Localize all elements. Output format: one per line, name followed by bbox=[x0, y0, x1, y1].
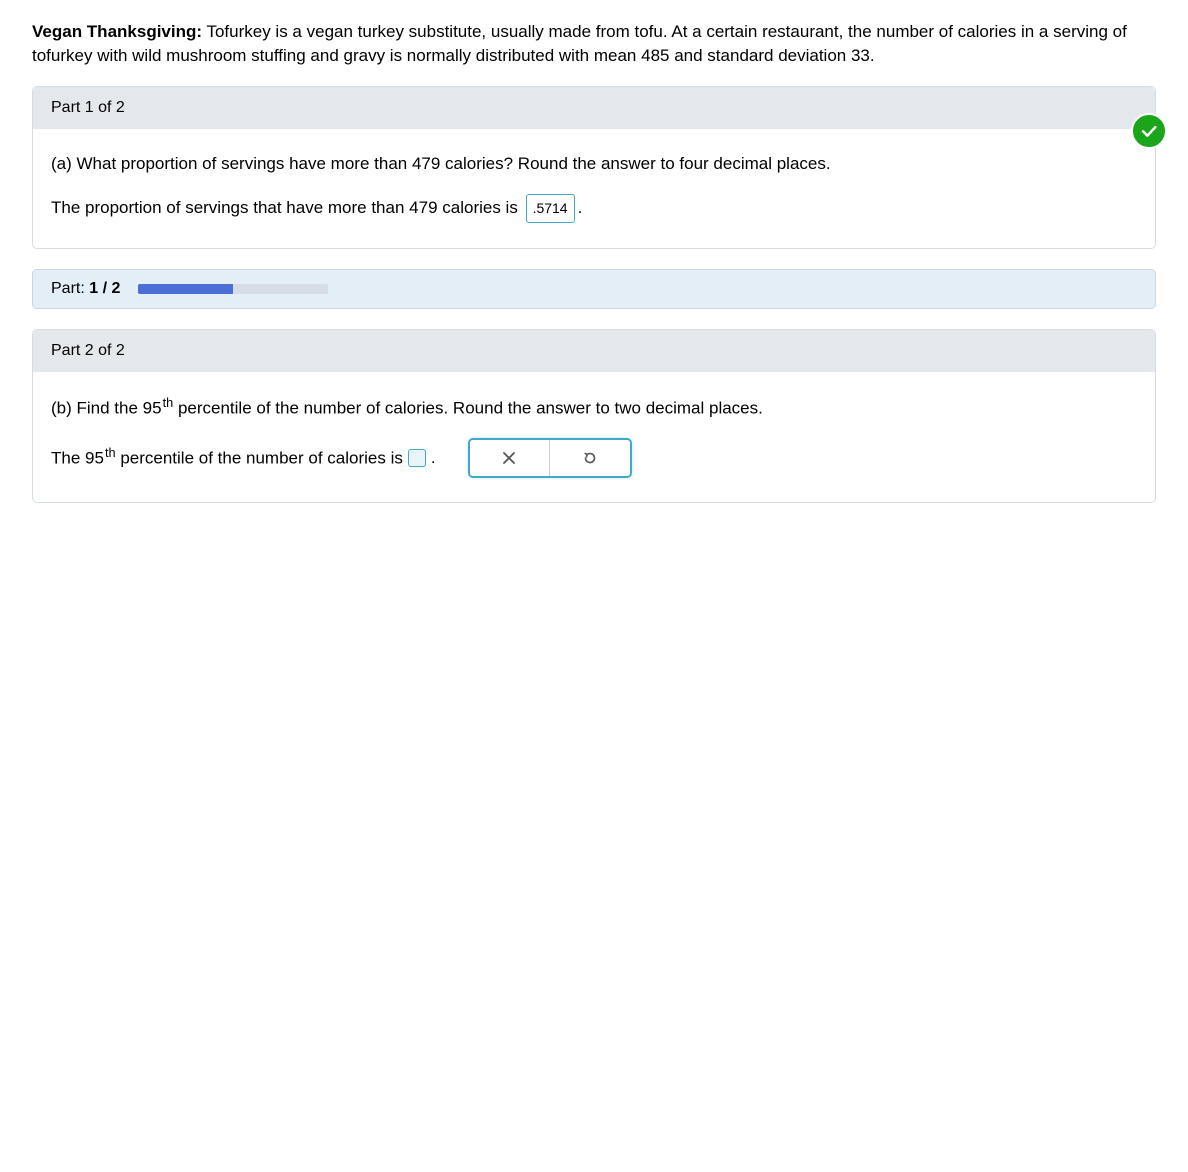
part2-header: Part 2 of 2 bbox=[33, 330, 1155, 372]
progress-label-value: 1 / 2 bbox=[89, 280, 120, 297]
part2-question: (b) Find the 95th percentile of the numb… bbox=[51, 392, 1137, 424]
part1-a-cal: 479 bbox=[409, 198, 437, 217]
undo-icon bbox=[582, 450, 598, 466]
problem-intro: Vegan Thanksgiving: Tofurkey is a vegan … bbox=[32, 20, 1156, 68]
progress-card: Part: 1 / 2 bbox=[32, 269, 1156, 309]
close-icon bbox=[502, 451, 516, 465]
part1-answer-input[interactable]: .5714 bbox=[526, 194, 575, 223]
reset-button[interactable] bbox=[550, 440, 630, 476]
intro-period: . bbox=[870, 46, 875, 65]
part2-a-sup: th bbox=[105, 445, 116, 460]
part1-q-suffix: calories? Round the answer to four decim… bbox=[440, 154, 830, 173]
part1-body: (a) What proportion of servings have mor… bbox=[33, 129, 1155, 248]
part1-card: Part 1 of 2 (a) What proportion of servi… bbox=[32, 86, 1156, 249]
part2-a-mid: percentile of the number of calories is bbox=[116, 449, 403, 468]
intro-text-2: and standard deviation bbox=[670, 46, 851, 65]
part1-answer-line: The proportion of servings that have mor… bbox=[51, 193, 1137, 224]
progress-label-prefix: Part: bbox=[51, 280, 89, 297]
part1-a-period: . bbox=[578, 198, 583, 217]
part2-answer-input[interactable] bbox=[408, 449, 426, 467]
intro-sd: 33 bbox=[851, 46, 870, 65]
progress-track bbox=[138, 284, 328, 294]
clear-button[interactable] bbox=[470, 440, 550, 476]
part1-a-prefix: The proportion of servings that have mor… bbox=[51, 198, 409, 217]
progress-fill bbox=[138, 284, 233, 294]
problem-container: Vegan Thanksgiving: Tofurkey is a vegan … bbox=[0, 0, 1188, 543]
part2-a-num: 95 bbox=[85, 449, 104, 468]
part2-card: Part 2 of 2 (b) Find the 95th percentile… bbox=[32, 329, 1156, 503]
part2-answer-line: The 95th percentile of the number of cal… bbox=[51, 438, 1137, 478]
part2-q-suffix: percentile of the number of calories. Ro… bbox=[173, 398, 763, 417]
part2-body: (b) Find the 95th percentile of the numb… bbox=[33, 372, 1155, 502]
intro-title: Vegan Thanksgiving: bbox=[32, 22, 202, 41]
intro-mean: 485 bbox=[641, 46, 669, 65]
part1-q-cal: 479 bbox=[412, 154, 440, 173]
part1-q-prefix: (a) What proportion of servings have mor… bbox=[51, 154, 412, 173]
progress-label: Part: 1 / 2 bbox=[51, 280, 120, 298]
answer-toolbar bbox=[468, 438, 632, 478]
part2-q-num: 95 bbox=[143, 398, 162, 417]
correct-check-icon bbox=[1131, 113, 1167, 149]
part2-a-prefix: The bbox=[51, 449, 85, 468]
part1-a-mid: calories is bbox=[438, 198, 523, 217]
part2-q-prefix: (b) Find the bbox=[51, 398, 143, 417]
part1-header: Part 1 of 2 bbox=[33, 87, 1155, 129]
part2-q-sup: th bbox=[163, 395, 174, 410]
part2-a-period: . bbox=[431, 443, 436, 474]
part1-question: (a) What proportion of servings have mor… bbox=[51, 149, 1137, 180]
